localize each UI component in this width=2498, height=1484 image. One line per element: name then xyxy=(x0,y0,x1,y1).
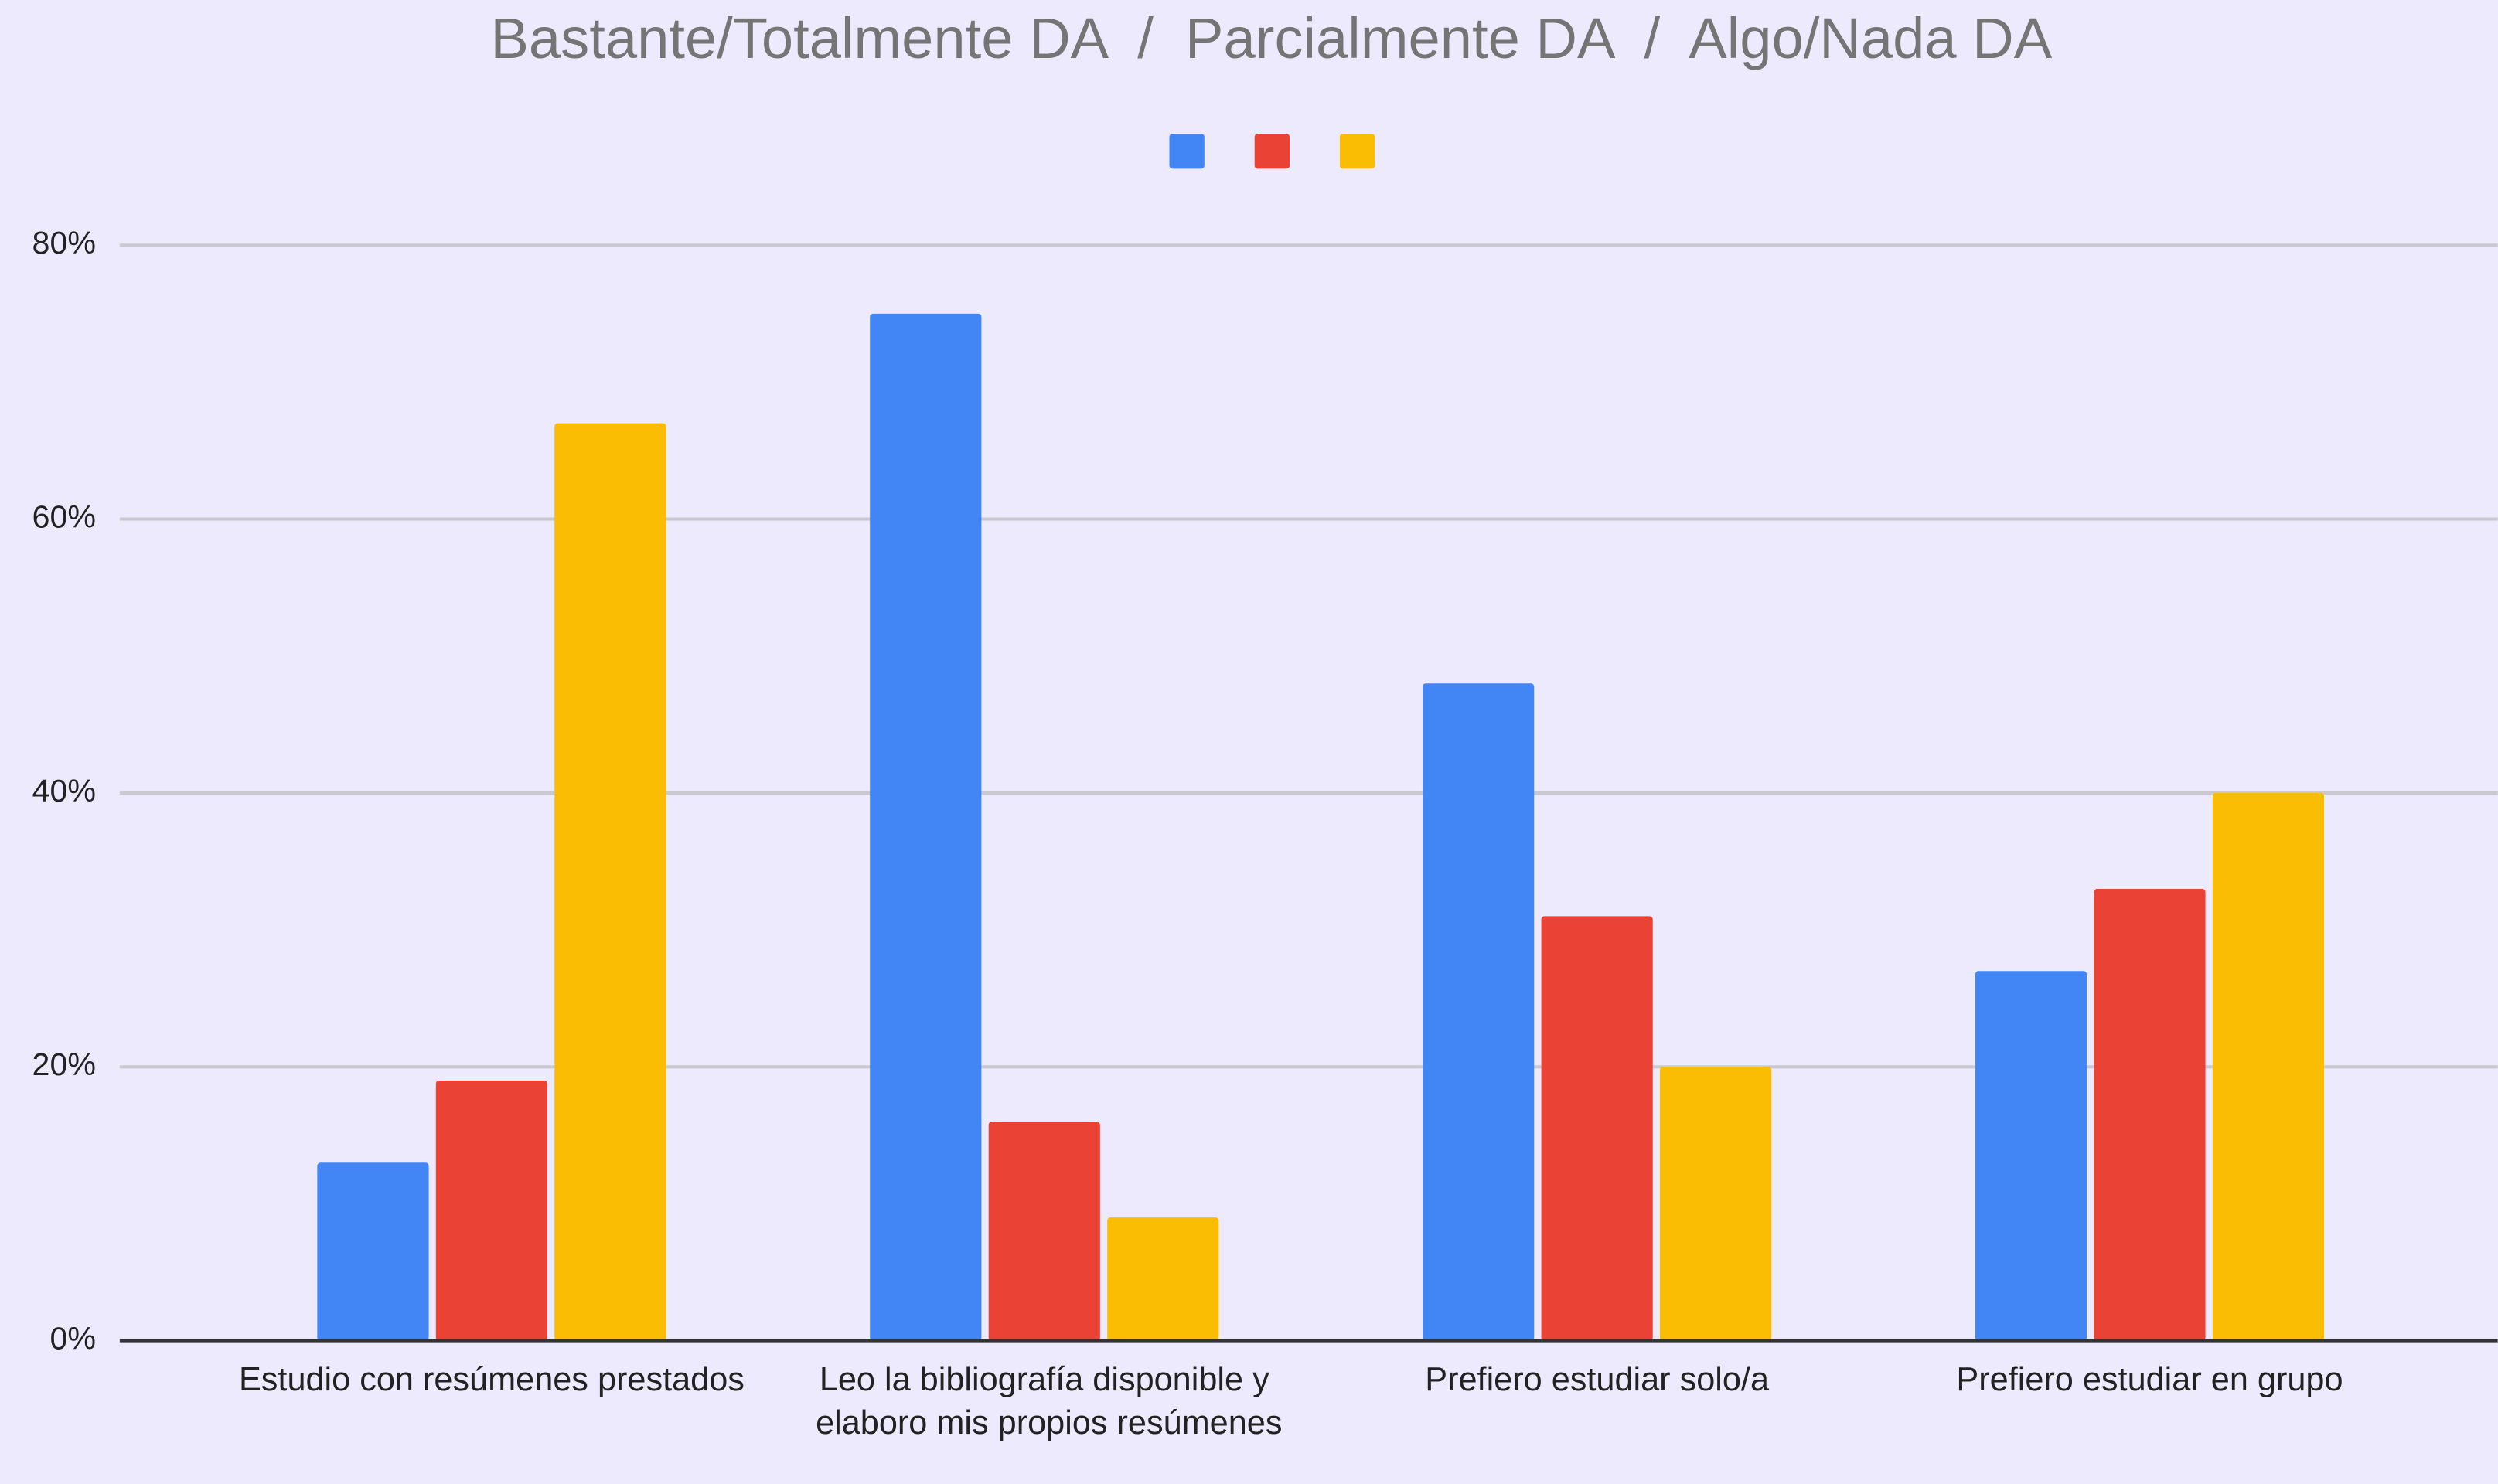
bar xyxy=(1107,1217,1219,1341)
bar xyxy=(1975,971,2087,1341)
legend-swatch xyxy=(1254,134,1290,169)
bar xyxy=(1660,1067,1772,1341)
y-tick-label: 40% xyxy=(32,773,96,808)
legend-swatch xyxy=(1169,134,1205,169)
x-tick-label: Prefiero estudiar solo/a xyxy=(1425,1362,1770,1399)
bar xyxy=(870,313,982,1341)
y-tick-label: 60% xyxy=(32,499,96,534)
bar xyxy=(317,1162,429,1341)
legend-swatch xyxy=(1339,134,1375,169)
x-tick-label: Leo la bibliografía disponible y elaboro… xyxy=(806,1362,1282,1442)
y-tick-label: 20% xyxy=(32,1047,96,1082)
y-tick-label: 0% xyxy=(49,1320,96,1356)
bar xyxy=(554,423,666,1341)
bar xyxy=(1541,916,1653,1341)
bar xyxy=(2212,792,2325,1341)
y-tick-label: 80% xyxy=(32,225,96,260)
bar xyxy=(2094,888,2206,1341)
bar xyxy=(988,1122,1100,1341)
x-tick-label: Estudio con resúmenes prestados xyxy=(239,1362,745,1399)
bar xyxy=(435,1080,548,1341)
bar xyxy=(1423,683,1535,1341)
chart-title: Bastante/Totalmente DA / Parcialmente DA… xyxy=(490,6,2052,70)
x-tick-label: Prefiero estudiar en grupo xyxy=(1956,1362,2343,1399)
